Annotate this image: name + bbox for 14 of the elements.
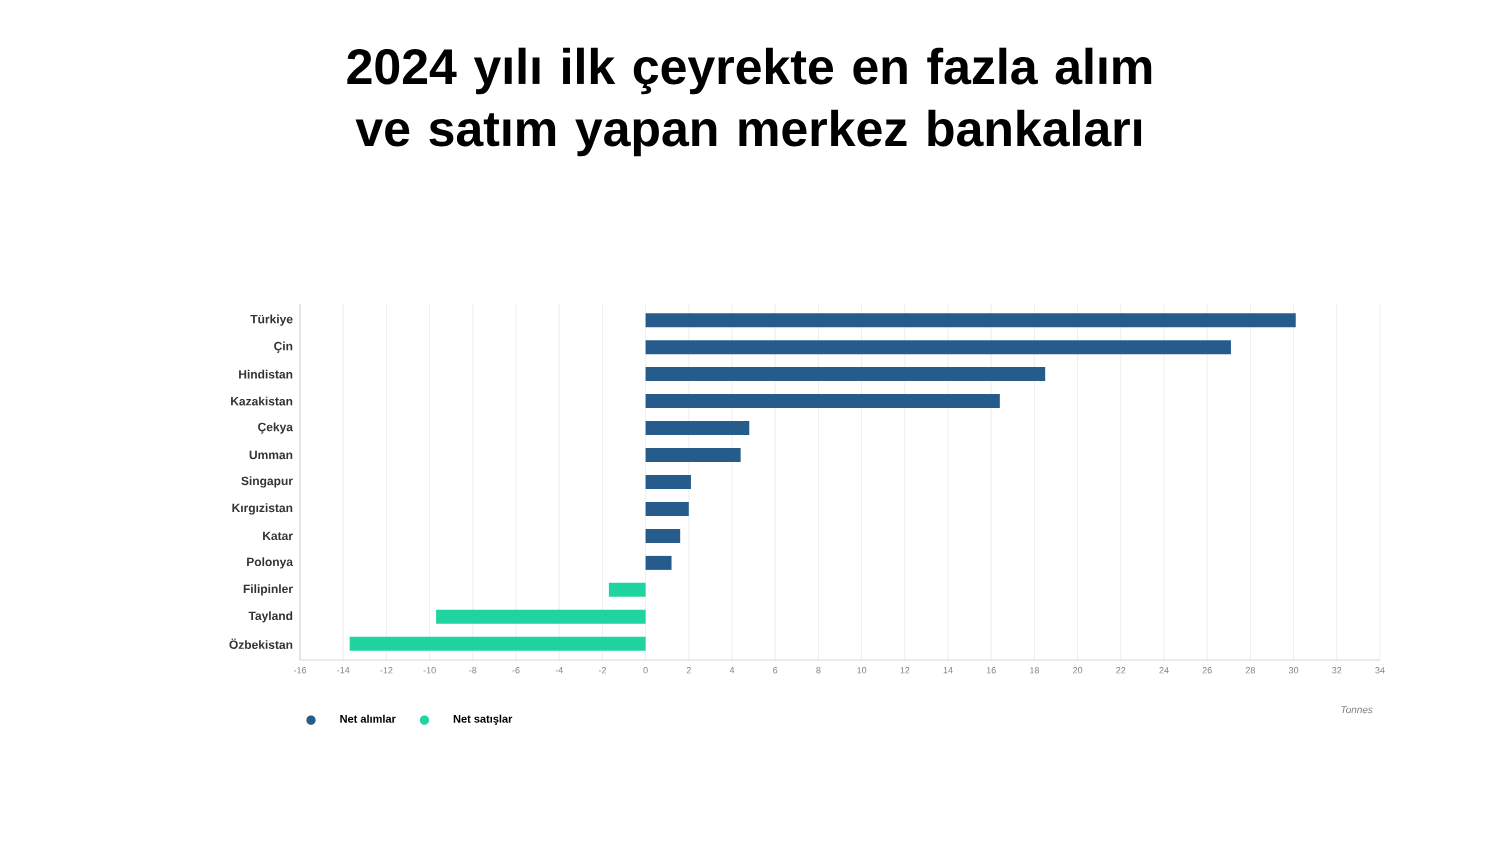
bar [645, 340, 1231, 355]
bar [608, 582, 646, 597]
bar [645, 394, 1000, 409]
chart-title: 2024 yılı ilk çeyrekte en fazla alım ve satım yapan merkez bankaları [347, 47, 1152, 157]
bar [436, 609, 646, 624]
bar [645, 448, 741, 463]
bar [645, 421, 750, 436]
bar [349, 636, 646, 651]
bar [645, 313, 1296, 328]
bar [645, 501, 689, 516]
bar [645, 474, 691, 489]
bar [645, 555, 672, 570]
bar [645, 528, 681, 543]
bar [645, 367, 1046, 382]
